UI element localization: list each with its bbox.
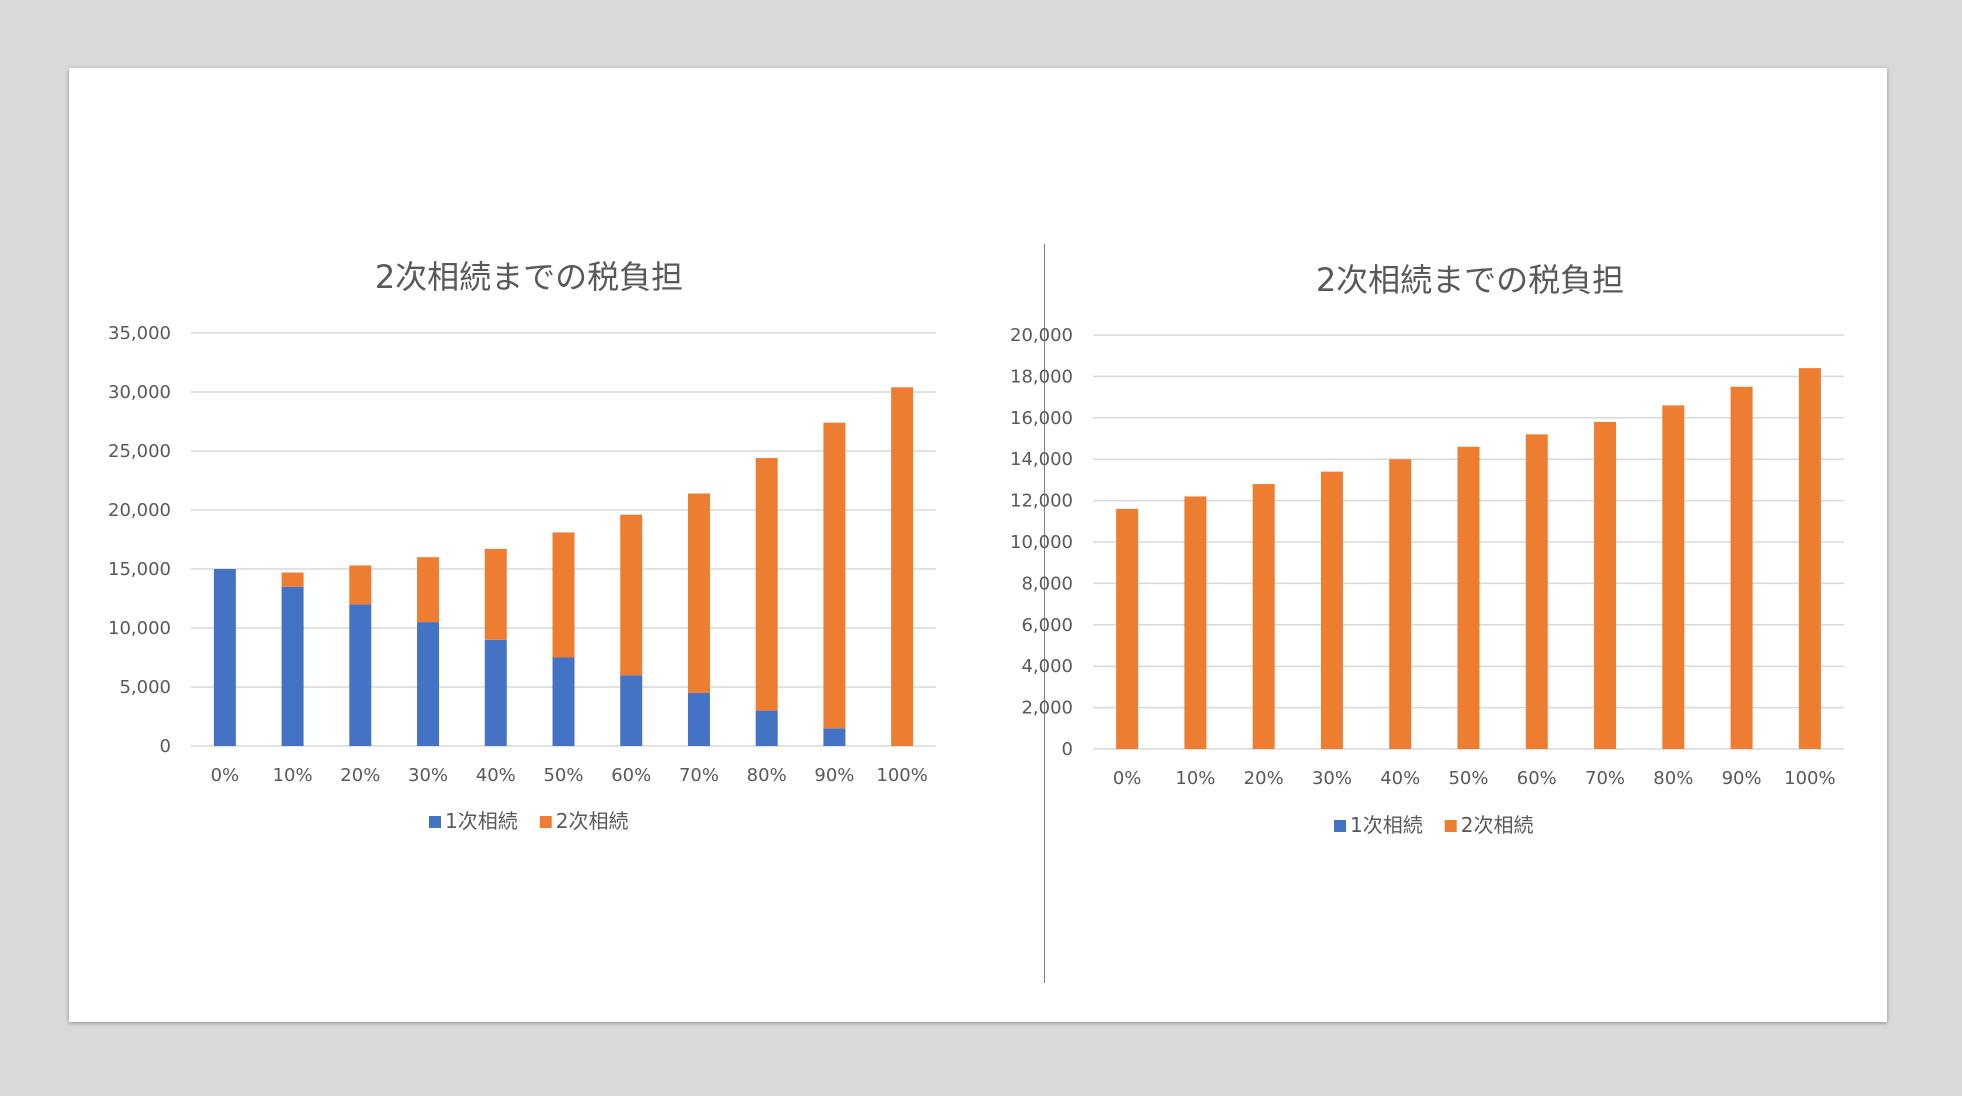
legend-label: 2次相続	[556, 809, 629, 833]
x-tick-label: 10%	[1175, 768, 1215, 789]
bar-series1	[349, 604, 372, 746]
x-tick-label: 40%	[476, 765, 516, 786]
x-tick-label: 100%	[1784, 768, 1835, 789]
x-tick-label: 20%	[340, 765, 380, 786]
bar-series2	[1116, 508, 1139, 749]
y-tick-label: 8,000	[1021, 573, 1073, 594]
chart-left: 2次相続までの税負担 35,000 30,000 25,000 20,000 15,000…	[108, 258, 936, 833]
bar-series2	[1525, 434, 1548, 749]
bar-series2	[687, 493, 710, 693]
x-tick-label: 90%	[1722, 768, 1762, 789]
x-tick-label: 80%	[747, 765, 787, 786]
x-tick-label: 40%	[1380, 768, 1420, 789]
y-tick-label: 0	[1062, 739, 1073, 760]
y-tick-label: 20,000	[1010, 325, 1073, 346]
y-tick-label: 15,000	[108, 559, 171, 580]
bar-series2	[891, 387, 914, 746]
legend-label: 2次相続	[1461, 813, 1534, 837]
bar-series2	[1594, 421, 1617, 749]
y-tick-label: 30,000	[108, 382, 171, 403]
legend-swatch	[1334, 820, 1346, 832]
x-tick-label: 10%	[273, 765, 313, 786]
bar-series2	[1252, 484, 1275, 749]
x-tick-label: 30%	[408, 765, 448, 786]
y-tick-label: 18,000	[1010, 366, 1073, 387]
x-tick-label: 80%	[1653, 768, 1693, 789]
x-tick-label: 70%	[1585, 768, 1625, 789]
y-tick-label: 20,000	[108, 500, 171, 521]
chart-right: 2次相続までの税負担 20,000 18,000 16,000 14,000 12,000…	[1010, 261, 1844, 837]
y-tick-label: 16,000	[1010, 408, 1073, 429]
x-tick-label: 0%	[1113, 768, 1142, 789]
bar-series1	[620, 675, 643, 746]
x-tick-label: 20%	[1244, 768, 1284, 789]
legend-swatch	[539, 816, 552, 828]
y-tick-label: 25,000	[108, 441, 171, 462]
x-tick-label: 0%	[211, 765, 240, 786]
chart-title: 2次相続までの税負担	[375, 258, 683, 296]
x-tick-label: 50%	[543, 765, 583, 786]
bar-series2	[484, 548, 507, 640]
y-tick-label: 12,000	[1010, 491, 1073, 512]
bar-series1	[552, 657, 575, 746]
y-tick-label: 10,000	[108, 618, 171, 639]
bar-series2	[755, 458, 778, 711]
x-tick-label: 90%	[814, 765, 854, 786]
bar-series2	[281, 572, 304, 587]
bar-series1	[213, 569, 236, 746]
x-tick-label: 50%	[1448, 768, 1488, 789]
y-tick-label: 2,000	[1021, 698, 1073, 719]
y-tick-label: 0	[160, 736, 171, 757]
x-tick-label: 60%	[611, 765, 651, 786]
x-tick-label: 100%	[876, 765, 927, 786]
bar-series2	[349, 565, 372, 605]
bar-series2	[620, 514, 643, 676]
chart-title: 2次相続までの税負担	[1316, 261, 1624, 299]
bar-series1	[281, 586, 304, 746]
legend-swatch	[429, 816, 441, 828]
bar-series1	[823, 728, 846, 746]
bar-series1	[484, 639, 507, 746]
y-tick-label: 4,000	[1021, 656, 1073, 677]
y-tick-label: 10,000	[1010, 532, 1073, 553]
bar-series2	[1457, 446, 1480, 749]
bar-series1	[417, 622, 440, 746]
bar-series1	[755, 710, 778, 746]
bar-series2	[1798, 368, 1821, 749]
bar-series1	[687, 692, 710, 746]
legend-label: 1次相続	[445, 809, 518, 833]
bar-series2	[1730, 386, 1753, 749]
y-tick-label: 14,000	[1010, 449, 1073, 470]
legend-label: 1次相続	[1350, 813, 1423, 837]
legend-swatch	[1444, 820, 1457, 832]
bar-series2	[417, 557, 440, 623]
y-tick-label: 5,000	[119, 677, 171, 698]
slide: 2次相続までの税負担 35,000 30,000 25,000 20,000 15,000…	[69, 68, 1887, 1022]
x-tick-label: 70%	[679, 765, 719, 786]
x-tick-label: 60%	[1517, 768, 1557, 789]
x-tick-label: 30%	[1312, 768, 1352, 789]
bar-series2	[1184, 496, 1207, 749]
y-tick-label: 6,000	[1021, 615, 1073, 636]
bar-series2	[552, 532, 575, 658]
bar-series2	[1389, 459, 1412, 749]
y-tick-label: 35,000	[108, 323, 171, 344]
bar-series2	[823, 422, 846, 729]
bar-series2	[1662, 405, 1685, 749]
bar-series2	[1320, 471, 1343, 749]
divider	[1044, 244, 1045, 983]
